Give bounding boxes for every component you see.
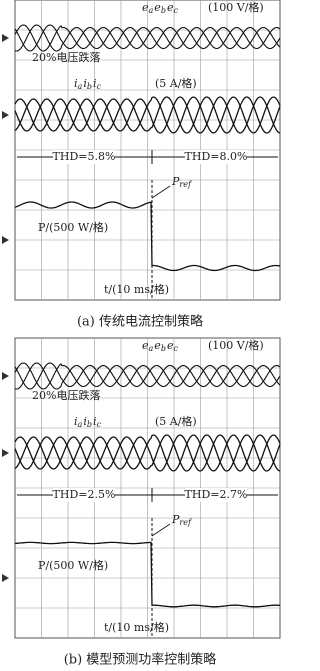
time-label: t/(10 ms/格) [104, 620, 169, 634]
pref-label: Pref [171, 175, 193, 189]
channel-marker [2, 111, 9, 119]
channel-marker [2, 574, 9, 582]
channel-marker [2, 449, 9, 457]
current-label: iaibic [74, 77, 102, 91]
current-scale: (5 A/格) [155, 414, 197, 428]
figure: THD=5.8% THD=8.0% eaebec (100 V/格) 20%电压跌落 ia… [0, 0, 281, 671]
voltage-label: eaebec [142, 1, 178, 15]
sag-label: 20%电压跌落 [32, 50, 100, 64]
pref-label: Pref [171, 513, 193, 527]
channel-marker [2, 372, 9, 380]
caption: (b) 模型预测功率控制策略 [64, 652, 217, 668]
pref-leader [152, 524, 170, 536]
thd-left: THD=5.8% [53, 150, 116, 163]
thd-left: THD=2.5% [53, 488, 116, 501]
thd-right: THD=8.0% [185, 150, 248, 163]
voltage-scale: (100 V/格) [208, 0, 264, 14]
caption: (a) 传统电流控制策略 [77, 314, 203, 330]
pref-leader [152, 186, 170, 198]
sag-label: 20%电压跌落 [32, 388, 100, 402]
power-label: P/(500 W/格) [38, 220, 108, 234]
voltage-label: eaebec [142, 339, 178, 353]
thd-right: THD=2.7% [185, 488, 248, 501]
voltage-scale: (100 V/格) [208, 338, 264, 352]
current-label: iaibic [74, 415, 102, 429]
channel-marker [2, 236, 9, 244]
time-label: t/(10 ms/格) [104, 282, 169, 296]
channel-marker [2, 34, 9, 42]
power-label: P/(500 W/格) [38, 558, 108, 572]
current-scale: (5 A/格) [155, 76, 197, 90]
